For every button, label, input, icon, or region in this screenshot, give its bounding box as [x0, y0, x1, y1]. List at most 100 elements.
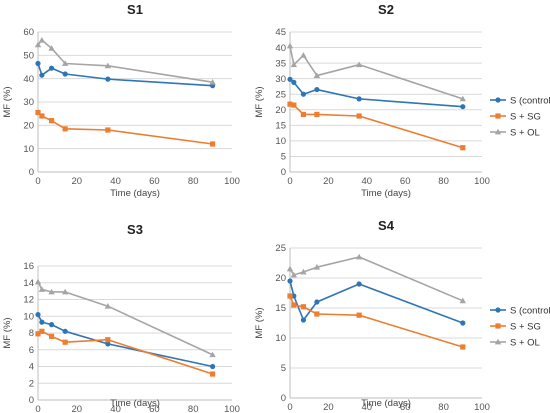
data-point: [104, 62, 112, 69]
y-tick-label: 0: [29, 167, 34, 178]
x-tick-label: 100: [224, 404, 240, 413]
data-point: [105, 337, 111, 343]
data-point: [210, 141, 216, 147]
data-point: [460, 344, 466, 350]
y-tick-label: 0: [281, 393, 286, 404]
legend-marker: [494, 128, 502, 135]
x-tick-label: 0: [35, 176, 40, 187]
data-point: [35, 311, 41, 318]
data-point: [48, 45, 55, 51]
y-tick-label: 30: [23, 97, 34, 108]
legend-marker: [494, 338, 502, 345]
data-point: [38, 286, 46, 292]
x-tick-label: 60: [400, 176, 411, 187]
data-point: [313, 72, 321, 78]
data-point: [291, 302, 297, 308]
data-point: [287, 278, 293, 284]
data-point: [300, 304, 307, 310]
x-tick-label: 40: [362, 402, 373, 413]
legend-label: S + SG: [510, 321, 541, 332]
data-point: [39, 328, 45, 334]
y-tick-label: 15: [275, 303, 286, 314]
x-tick-label: 80: [438, 176, 449, 187]
data-point: [291, 102, 297, 108]
data-point: [290, 61, 298, 68]
data-point: [300, 91, 307, 97]
data-point: [356, 312, 362, 318]
y-tick-label: 20: [275, 105, 286, 116]
data-point: [287, 293, 293, 299]
legend-marker: [495, 307, 501, 313]
x-axis-label: Time (days): [361, 188, 411, 199]
chart-title: S4: [378, 218, 395, 233]
x-axis-label: Time (days): [110, 398, 160, 409]
data-point: [356, 281, 362, 287]
legend-label: S + OL: [510, 127, 540, 138]
y-tick-label: 35: [275, 58, 286, 69]
data-point: [34, 41, 42, 48]
x-tick-label: 0: [287, 402, 292, 413]
x-axis-label: Time (days): [361, 398, 411, 409]
data-point: [209, 351, 216, 358]
data-point: [62, 126, 68, 132]
y-tick-label: 40: [23, 74, 34, 85]
y-tick-label: 10: [23, 144, 34, 155]
data-point: [209, 78, 216, 85]
legend: S (control) S + SG S + OL: [490, 305, 550, 348]
x-tick-label: 20: [323, 176, 334, 187]
data-point: [314, 311, 320, 317]
y-tick-label: 25: [275, 243, 286, 254]
data-point: [61, 288, 69, 295]
y-tick-label: 45: [275, 27, 286, 38]
x-tick-label: 100: [474, 176, 490, 187]
y-tick-label: 50: [23, 51, 34, 62]
x-axis-label: Time (days): [110, 188, 160, 199]
y-tick-label: 16: [23, 261, 34, 272]
chart-title: S1: [127, 2, 143, 17]
data-point: [39, 113, 45, 119]
data-point: [460, 320, 466, 326]
data-point: [48, 288, 55, 295]
data-point: [290, 271, 298, 278]
y-tick-label: 10: [275, 333, 286, 344]
data-point: [48, 322, 55, 328]
y-tick-label: 12: [23, 295, 34, 306]
x-tick-label: 20: [72, 404, 83, 413]
data-point: [314, 299, 320, 305]
data-point: [105, 76, 111, 82]
y-axis-label: MF (%): [254, 86, 265, 117]
y-axis-label: MF (%): [2, 86, 13, 117]
data-point: [35, 109, 41, 116]
data-point: [62, 339, 68, 345]
x-tick-label: 20: [72, 176, 83, 187]
data-point: [48, 65, 55, 71]
data-point: [48, 118, 55, 124]
chart-s3: 0 2 4 6 8 10 12 14 16 0 20 40 60 80 100 S3 Time (days) MF…: [2, 222, 240, 413]
data-point: [48, 333, 55, 339]
legend-label: S + SG: [510, 111, 541, 122]
y-tick-label: 40: [275, 43, 286, 54]
legend-label: S (control): [510, 305, 550, 316]
x-tick-label: 80: [188, 176, 199, 187]
chart-s1: 0 10 20 30 40 50 60 0 20 40 60 80 100 S1 Time (days) MF…: [2, 2, 240, 199]
data-point: [62, 71, 68, 77]
y-tick-label: 2: [29, 378, 34, 389]
y-tick-label: 15: [275, 121, 286, 132]
data-point: [210, 363, 216, 370]
x-tick-label: 60: [149, 404, 160, 413]
data-point: [459, 297, 466, 304]
legend-marker: [495, 97, 501, 103]
data-point: [356, 96, 362, 102]
data-point: [314, 86, 320, 93]
series-line-1: [289, 78, 463, 108]
y-tick-label: 4: [29, 362, 34, 373]
chart-s4: 0 5 10 15 20 25 0 20 40 60 80 100 S4 Time (days) MF (%…: [254, 218, 550, 413]
data-point: [300, 111, 307, 118]
x-tick-label: 40: [110, 404, 121, 413]
data-point: [300, 317, 307, 323]
y-tick-label: 0: [29, 395, 34, 406]
data-point: [35, 331, 41, 337]
y-tick-label: 20: [275, 273, 286, 284]
x-tick-label: 40: [110, 176, 121, 187]
series-line-3: [289, 256, 464, 302]
